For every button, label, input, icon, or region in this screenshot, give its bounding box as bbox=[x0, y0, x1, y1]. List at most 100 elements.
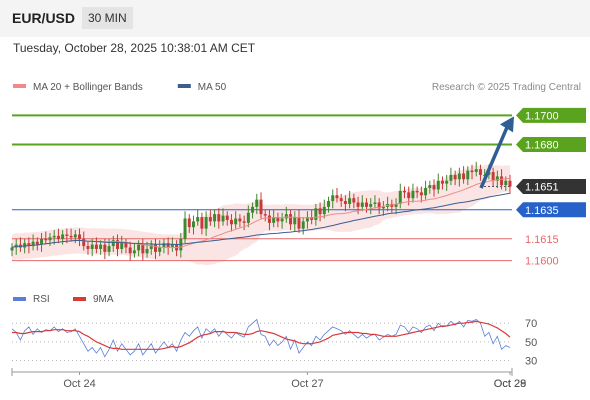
candle-body bbox=[103, 244, 107, 252]
candle-body bbox=[331, 195, 335, 202]
candle-body bbox=[78, 234, 82, 239]
candle-body bbox=[263, 214, 267, 216]
rsi-tick-50: 50 bbox=[525, 337, 537, 349]
candle-body bbox=[508, 180, 512, 187]
candle-body bbox=[116, 240, 120, 249]
candle-body bbox=[128, 247, 132, 254]
timeframe-button[interactable]: 30 MIN bbox=[82, 7, 133, 29]
level-label-1.1651: 1.1651 bbox=[525, 182, 559, 194]
candle-body bbox=[200, 217, 204, 229]
candle-body bbox=[276, 217, 280, 222]
candle-body bbox=[348, 198, 352, 204]
candle-body bbox=[217, 214, 221, 222]
candle-body bbox=[352, 198, 356, 203]
candle-body bbox=[48, 237, 52, 241]
rsi-legend-label-1: 9MA bbox=[93, 294, 114, 305]
x-tick-label-2: Oct 28 bbox=[494, 378, 526, 390]
ma50-line bbox=[11, 192, 511, 248]
candle-body bbox=[44, 238, 48, 241]
candle-body bbox=[246, 212, 250, 223]
candle-body bbox=[221, 215, 225, 222]
candle-body bbox=[196, 217, 200, 222]
rsi-legend-swatch-0 bbox=[13, 297, 26, 301]
candle-body bbox=[411, 190, 415, 199]
rsi-tick-30: 30 bbox=[525, 356, 537, 368]
candle-body bbox=[132, 250, 136, 254]
candle-body bbox=[504, 180, 508, 186]
candle-body bbox=[432, 185, 436, 190]
candle-body bbox=[259, 199, 263, 215]
candle-body bbox=[402, 190, 406, 193]
level-tag-1.1700 bbox=[516, 107, 586, 123]
candle-body bbox=[234, 218, 238, 225]
candle-body bbox=[111, 240, 115, 247]
candle-body bbox=[65, 234, 69, 236]
candle-body bbox=[500, 176, 504, 186]
candle-body bbox=[365, 202, 369, 207]
candle-body bbox=[373, 202, 377, 204]
rsi-legend-label-0: RSI bbox=[33, 294, 50, 305]
candle-body bbox=[145, 248, 149, 254]
candle-body bbox=[335, 195, 339, 199]
candle-body bbox=[35, 241, 39, 245]
candle-body bbox=[293, 217, 297, 225]
candle-body bbox=[466, 170, 470, 180]
candle-body bbox=[187, 218, 191, 228]
candle-body bbox=[170, 244, 174, 248]
candle-body bbox=[478, 169, 482, 175]
header-bar: EUR/USD 30 MIN bbox=[0, 0, 590, 37]
candle-body bbox=[137, 244, 141, 251]
candle-body bbox=[52, 235, 56, 238]
candle-body bbox=[31, 241, 35, 247]
candle-body bbox=[356, 202, 360, 207]
rsi-line bbox=[11, 318, 511, 358]
candle-body bbox=[440, 180, 444, 184]
candle-body bbox=[124, 243, 128, 248]
rsi-legend-swatch-1 bbox=[73, 297, 86, 301]
candle-body bbox=[158, 247, 162, 252]
candle-body bbox=[428, 185, 432, 188]
candle-body bbox=[208, 217, 212, 222]
candle-body bbox=[322, 206, 326, 215]
candle-body bbox=[255, 199, 259, 207]
candle-body bbox=[457, 173, 461, 180]
candle-body bbox=[297, 217, 301, 229]
rsi-9ma-line bbox=[12, 320, 511, 350]
candle-body bbox=[27, 243, 31, 247]
level-tag-1.1651 bbox=[516, 179, 586, 195]
candle-body bbox=[310, 217, 314, 220]
legend-label-1: MA 50 bbox=[198, 82, 227, 93]
candle-body bbox=[86, 246, 90, 249]
candle-body bbox=[251, 206, 255, 213]
level-label-1.1635: 1.1635 bbox=[525, 205, 559, 217]
candle-body bbox=[343, 201, 347, 204]
forecast-arrow-shaft bbox=[479, 126, 509, 189]
candle-body bbox=[449, 174, 453, 181]
candle-body bbox=[107, 246, 111, 252]
candle-body bbox=[495, 176, 499, 181]
candle-body bbox=[474, 169, 478, 173]
candle-body bbox=[166, 243, 170, 248]
candle-body bbox=[305, 217, 309, 222]
candle-body bbox=[149, 244, 153, 249]
legend-swatch-0 bbox=[13, 84, 26, 88]
candle-body bbox=[267, 215, 271, 223]
candle-body bbox=[394, 203, 398, 207]
candle-body bbox=[153, 244, 157, 252]
candle-body bbox=[238, 218, 242, 222]
candle-body bbox=[377, 202, 381, 209]
candle-body bbox=[61, 234, 65, 239]
candle-body bbox=[491, 172, 495, 181]
candle-body bbox=[289, 214, 293, 225]
candle-body bbox=[314, 208, 318, 220]
candle-body bbox=[445, 180, 449, 184]
candle-body bbox=[390, 203, 394, 207]
candle-body bbox=[436, 180, 440, 190]
candle-body bbox=[94, 244, 98, 249]
candle-body bbox=[470, 170, 474, 173]
candle-body bbox=[10, 247, 14, 251]
candle-body bbox=[369, 203, 373, 207]
candle-body bbox=[120, 243, 124, 249]
